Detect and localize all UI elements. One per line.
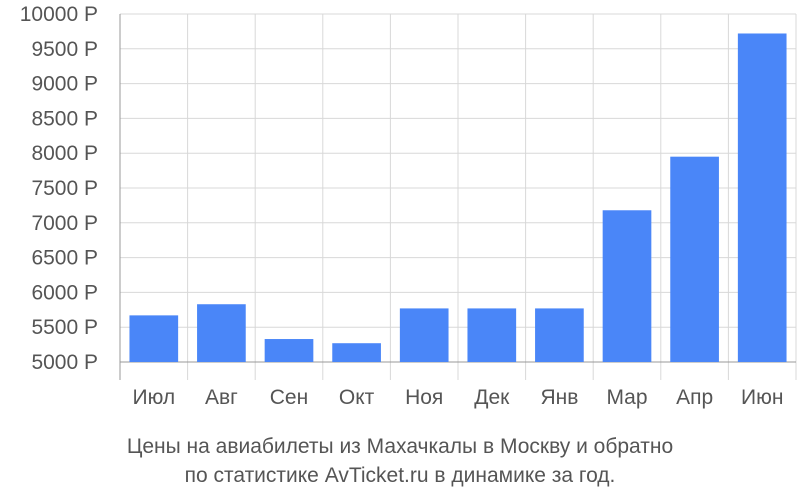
bar-8 xyxy=(602,210,652,362)
bar-1 xyxy=(129,315,179,362)
x-tick-label: Июл xyxy=(132,386,175,409)
x-tick-label: Мар xyxy=(606,386,647,409)
y-tick-label: 5500 Р xyxy=(31,316,98,339)
x-tick-label: Янв xyxy=(540,386,578,409)
grid-lines xyxy=(119,13,797,380)
caption-line-2: по статистике AvTicket.ru в динамике за … xyxy=(184,464,616,487)
x-tick-label: Дек xyxy=(474,386,510,409)
y-tick-label: 7000 Р xyxy=(31,212,98,235)
bar-chart: 5000 Р 5500 Р 6000 Р 6500 Р 7000 Р 7500 Р 8000… xyxy=(20,3,797,409)
bar-6 xyxy=(467,308,517,362)
y-tick-label: 9000 Р xyxy=(31,73,98,96)
bars xyxy=(129,33,787,362)
x-tick-label: Июн xyxy=(741,386,783,409)
x-axis-ticks: Июл Авг Сен Окт Ноя Дек Янв Мар Апр Июн xyxy=(132,386,783,409)
x-tick-label: Окт xyxy=(339,386,375,409)
bar-10 xyxy=(737,33,787,362)
bar-9 xyxy=(670,156,719,362)
y-tick-label: 6000 Р xyxy=(31,281,98,304)
chart-caption: Цены на авиабилеты из Махачкалы в Москву… xyxy=(0,432,800,490)
x-tick-label: Ноя xyxy=(405,386,443,409)
y-tick-label: 9500 Р xyxy=(31,38,98,61)
bar-2 xyxy=(197,304,246,362)
bar-7 xyxy=(535,308,584,362)
y-tick-label: 8500 Р xyxy=(31,107,98,130)
bar-4 xyxy=(332,343,381,362)
x-tick-label: Апр xyxy=(676,386,713,409)
y-tick-label: 6500 Р xyxy=(31,247,98,270)
y-axis-ticks: 5000 Р 5500 Р 6000 Р 6500 Р 7000 Р 7500 Р 8000… xyxy=(20,3,98,374)
y-tick-label: 5000 Р xyxy=(31,351,98,374)
x-tick-label: Сен xyxy=(270,386,308,409)
y-tick-label: 7500 Р xyxy=(31,177,98,200)
y-tick-label: 10000 Р xyxy=(20,3,98,26)
bar-3 xyxy=(264,339,314,362)
y-tick-label: 8000 Р xyxy=(31,142,98,165)
caption-line-1: Цены на авиабилеты из Махачкалы в Москву… xyxy=(126,435,674,458)
bar-5 xyxy=(399,308,449,362)
x-tick-label: Авг xyxy=(205,386,238,409)
